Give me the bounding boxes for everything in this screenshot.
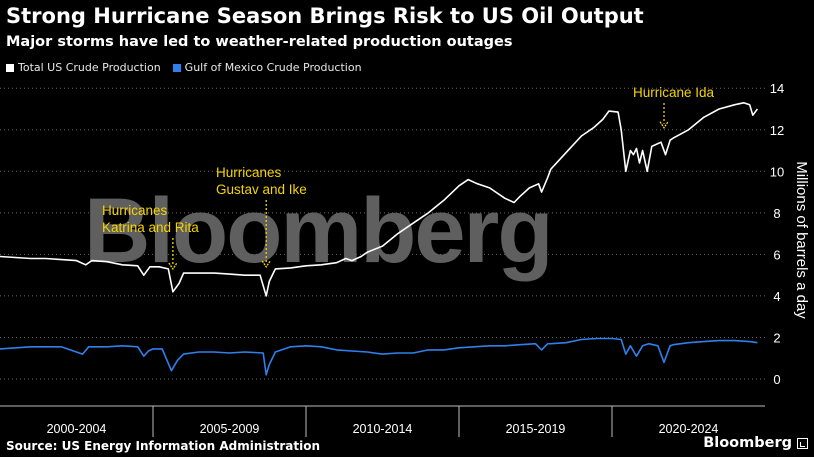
series-gulf-of-mexico-line bbox=[0, 337, 758, 376]
y-axis-label: Millions of barrels a day bbox=[793, 161, 810, 319]
y-tick-label-10: 10 bbox=[770, 164, 784, 179]
annotation-2: Hurricanes Gustav and Ike bbox=[216, 165, 307, 269]
legend: Total US Crude Production Gulf of Mexico… bbox=[6, 61, 374, 74]
annotation-1: Hurricanes Katrina and Rita bbox=[102, 203, 199, 271]
annotation-arrow-head bbox=[168, 262, 178, 271]
y-axis-tick-labels: 0 2 4 6 8 10 12 14 bbox=[770, 81, 784, 387]
y-tick-label-0: 0 bbox=[773, 372, 780, 387]
annotation-text: Katrina and Rita bbox=[102, 220, 199, 235]
legend-item-total: Total US Crude Production bbox=[6, 61, 161, 74]
y-tick-label-4: 4 bbox=[773, 289, 780, 304]
legend-swatch-total bbox=[6, 63, 14, 72]
series-total-us-line bbox=[0, 102, 759, 297]
annotation-text: Hurricane Ida bbox=[633, 85, 715, 100]
legend-label-gulf: Gulf of Mexico Crude Production bbox=[184, 61, 362, 74]
annotation-arrow-head bbox=[261, 260, 271, 269]
x-tick-label-2000-2004: 2000-2004 bbox=[47, 422, 107, 436]
x-tick-label-2020-2024: 2020-2024 bbox=[659, 422, 719, 436]
source-note: Source: US Energy Information Administra… bbox=[6, 439, 321, 453]
series-lines bbox=[0, 102, 759, 376]
legend-label-total: Total US Crude Production bbox=[18, 61, 161, 74]
y-tick-label-8: 8 bbox=[773, 206, 780, 221]
chart-subtitle: Major storms have led to weather-related… bbox=[6, 34, 513, 50]
annotation-arrow-head bbox=[659, 121, 669, 129]
x-tick-label-2005-2009: 2005-2009 bbox=[200, 422, 260, 436]
x-tick-label-2010-2014: 2010-2014 bbox=[353, 422, 413, 436]
annotation-text: Hurricanes bbox=[216, 165, 282, 180]
y-tick-label-12: 12 bbox=[770, 123, 784, 138]
annotations: Hurricanes Katrina and Rita Hurricanes Gust… bbox=[102, 85, 715, 271]
chart-title: Strong Hurricane Season Brings Risk to U… bbox=[6, 4, 644, 28]
brand-logo: Bloomberg bbox=[703, 435, 808, 451]
x-tick-label-2015-2019: 2015-2019 bbox=[506, 422, 566, 436]
annotation-text: Gustav and Ike bbox=[216, 182, 307, 197]
annotation-3: Hurricane Ida bbox=[633, 85, 715, 129]
annotation-text: Hurricanes bbox=[102, 203, 168, 218]
brand-text: Bloomberg bbox=[703, 435, 792, 451]
expand-icon bbox=[797, 437, 808, 449]
y-tick-label-14: 14 bbox=[770, 81, 784, 96]
y-tick-label-6: 6 bbox=[773, 247, 780, 262]
y-tick-label-2: 2 bbox=[773, 330, 780, 345]
legend-item-gulf: Gulf of Mexico Crude Production bbox=[172, 61, 362, 74]
x-axis: 2000-2004 2005-2009 2010-2014 2015-2019 2020… bbox=[0, 405, 765, 437]
legend-swatch-gulf bbox=[172, 63, 181, 72]
